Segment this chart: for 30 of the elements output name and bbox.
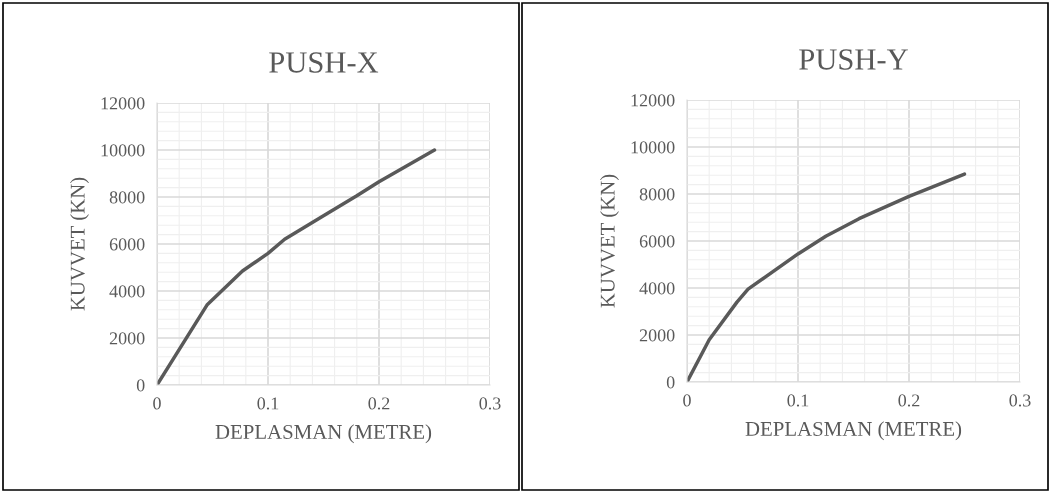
x-tick-label: 0.1 bbox=[257, 397, 279, 410]
x-tick-label: 0 bbox=[153, 397, 161, 410]
line-series bbox=[157, 148, 437, 385]
y-tick-label: 0 bbox=[666, 376, 675, 389]
x-tick-label: 0.3 bbox=[1009, 394, 1031, 407]
x-tick-label: 0 bbox=[683, 394, 691, 407]
y-axis-title: KUVVET (KN) bbox=[600, 174, 619, 308]
x-axis-title: DEPLASMAN (METRE) bbox=[745, 421, 962, 441]
y-tick-label: 4000 bbox=[109, 285, 145, 298]
y-tick-label: 4000 bbox=[639, 282, 675, 295]
y-tick-label: 2000 bbox=[639, 329, 675, 342]
y-tick-label: 12000 bbox=[631, 94, 675, 107]
x-tick-label: 0.1 bbox=[787, 394, 809, 407]
y-tick-label: 8000 bbox=[639, 188, 675, 201]
line-series bbox=[687, 172, 967, 382]
y-tick-label: 6000 bbox=[109, 238, 145, 251]
chart-title: PUSH-X bbox=[269, 52, 379, 73]
y-tick-label: 8000 bbox=[109, 191, 145, 204]
x-tick-label: 0.3 bbox=[479, 397, 501, 410]
x-tick-label: 0.2 bbox=[368, 397, 390, 410]
chart-title: PUSH-Y bbox=[799, 49, 908, 70]
y-tick-label: 0 bbox=[136, 379, 145, 392]
x-axis-title: DEPLASMAN (METRE) bbox=[215, 424, 432, 444]
y-tick-label: 2000 bbox=[109, 332, 145, 345]
x-tick-label: 0.2 bbox=[898, 394, 920, 407]
y-tick-label: 10000 bbox=[101, 144, 145, 157]
y-tick-label: 10000 bbox=[631, 141, 675, 154]
y-tick-label: 6000 bbox=[639, 235, 675, 248]
y-tick-label: 12000 bbox=[101, 97, 145, 110]
y-axis-title: KUVVET (KN) bbox=[70, 177, 89, 311]
